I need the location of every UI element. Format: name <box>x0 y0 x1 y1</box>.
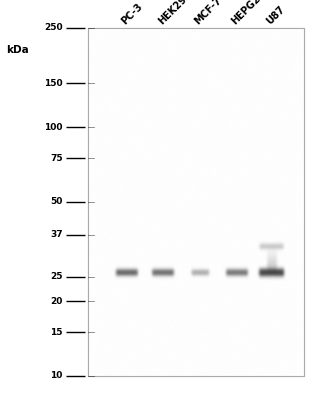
Text: 15: 15 <box>50 328 63 337</box>
Text: 25: 25 <box>50 272 63 282</box>
Text: 20: 20 <box>50 296 63 306</box>
Text: 75: 75 <box>50 154 63 163</box>
Text: 37: 37 <box>50 230 63 239</box>
Text: PC-3: PC-3 <box>120 1 145 26</box>
Text: kDa: kDa <box>6 45 29 55</box>
FancyBboxPatch shape <box>88 28 304 376</box>
Text: HEPG2: HEPG2 <box>230 0 263 26</box>
Bar <box>88 28 304 376</box>
Text: HEK293: HEK293 <box>156 0 193 26</box>
Text: 10: 10 <box>50 372 63 380</box>
Text: 100: 100 <box>44 122 63 132</box>
Text: U87: U87 <box>264 4 286 26</box>
Text: 250: 250 <box>44 24 63 32</box>
Text: 50: 50 <box>50 198 63 206</box>
Text: 150: 150 <box>44 79 63 88</box>
Text: MCF-7: MCF-7 <box>193 0 224 26</box>
